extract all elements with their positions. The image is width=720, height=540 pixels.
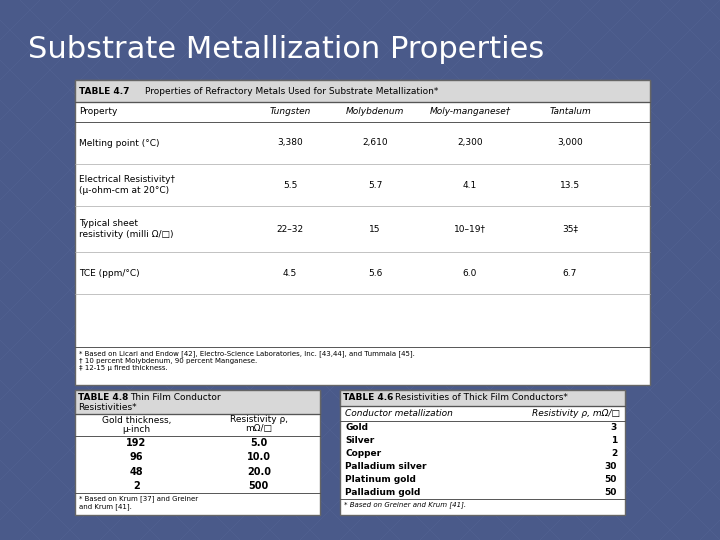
Text: 50: 50: [605, 475, 617, 484]
Text: 30: 30: [605, 462, 617, 471]
Text: TABLE 4.7: TABLE 4.7: [79, 86, 130, 96]
Text: Molybdenum: Molybdenum: [346, 107, 404, 117]
Text: 2: 2: [611, 449, 617, 458]
Text: Palladium gold: Palladium gold: [345, 488, 420, 497]
Text: 3,000: 3,000: [557, 138, 583, 147]
Text: 50: 50: [605, 488, 617, 497]
Text: 10.0: 10.0: [247, 453, 271, 462]
Text: 5.5: 5.5: [283, 180, 297, 190]
Text: 4.1: 4.1: [463, 180, 477, 190]
Text: 1: 1: [611, 436, 617, 445]
Text: 96: 96: [130, 453, 143, 462]
Text: * Based on Greiner and Krum [41].: * Based on Greiner and Krum [41].: [344, 501, 466, 508]
Text: Resistivity ρ,: Resistivity ρ,: [230, 415, 288, 424]
Text: 48: 48: [130, 467, 143, 477]
Text: Tungsten: Tungsten: [269, 107, 311, 117]
Bar: [75, 80, 650, 102]
Text: 22–32: 22–32: [276, 225, 304, 233]
Text: 15: 15: [369, 225, 381, 233]
Text: 2: 2: [133, 481, 140, 491]
Text: 35‡: 35‡: [562, 225, 578, 233]
Text: mΩ/□: mΩ/□: [246, 424, 272, 434]
Text: Electrical Resistivity†
(μ-ohm-cm at 20°C): Electrical Resistivity† (μ-ohm-cm at 20°…: [79, 176, 175, 195]
Text: Property: Property: [79, 107, 117, 117]
Text: Resistivity ρ, mΩ/□: Resistivity ρ, mΩ/□: [532, 409, 620, 418]
Text: 6.7: 6.7: [563, 268, 577, 278]
Text: Moly-manganese†: Moly-manganese†: [429, 107, 510, 117]
Text: Tantalum: Tantalum: [549, 107, 591, 117]
Text: Melting point (°C): Melting point (°C): [79, 138, 160, 147]
Text: Gold thickness,: Gold thickness,: [102, 415, 171, 424]
Bar: [75, 80, 650, 385]
Bar: [75, 390, 320, 515]
Text: 3: 3: [611, 423, 617, 432]
Text: 2,610: 2,610: [362, 138, 388, 147]
Text: * Based on Krum [37] and Greiner
and Krum [41].: * Based on Krum [37] and Greiner and Kru…: [79, 495, 198, 510]
Text: Platinum gold: Platinum gold: [345, 475, 416, 484]
Text: Conductor metallization: Conductor metallization: [345, 409, 453, 418]
Text: μ-inch: μ-inch: [122, 424, 150, 434]
Text: TCE (ppm/°C): TCE (ppm/°C): [79, 268, 140, 278]
Text: 5.0: 5.0: [250, 438, 267, 448]
Bar: [340, 390, 625, 515]
Text: Resistivities of Thick Film Conductors*: Resistivities of Thick Film Conductors*: [395, 394, 568, 402]
Text: Copper: Copper: [345, 449, 381, 458]
Bar: [75, 390, 320, 414]
Text: 5.7: 5.7: [368, 180, 382, 190]
Text: 5.6: 5.6: [368, 268, 382, 278]
Bar: [340, 390, 625, 406]
Text: 4.5: 4.5: [283, 268, 297, 278]
Text: Palladium silver: Palladium silver: [345, 462, 426, 471]
Text: Gold: Gold: [345, 423, 368, 432]
Text: 2,300: 2,300: [457, 138, 483, 147]
Text: 10–19†: 10–19†: [454, 225, 486, 233]
Text: Silver: Silver: [345, 436, 374, 445]
Text: * Based on Licari and Endow [42], Electro-Science Laboratories, Inc. [43,44], an: * Based on Licari and Endow [42], Electr…: [79, 350, 415, 371]
Text: Typical sheet
resistivity (milli Ω/□): Typical sheet resistivity (milli Ω/□): [79, 219, 174, 239]
Text: Thin Film Conductor: Thin Film Conductor: [130, 393, 220, 402]
Text: Properties of Refractory Metals Used for Substrate Metallization*: Properties of Refractory Metals Used for…: [145, 86, 438, 96]
Text: 20.0: 20.0: [247, 467, 271, 477]
Text: 6.0: 6.0: [463, 268, 477, 278]
Text: Substrate Metallization Properties: Substrate Metallization Properties: [28, 35, 544, 64]
Text: 500: 500: [248, 481, 269, 491]
Text: TABLE 4.8: TABLE 4.8: [78, 393, 128, 402]
Text: 3,380: 3,380: [277, 138, 303, 147]
Text: 192: 192: [126, 438, 146, 448]
Text: TABLE 4.6: TABLE 4.6: [343, 394, 393, 402]
Text: Resistivities*: Resistivities*: [78, 403, 137, 413]
Text: 13.5: 13.5: [560, 180, 580, 190]
